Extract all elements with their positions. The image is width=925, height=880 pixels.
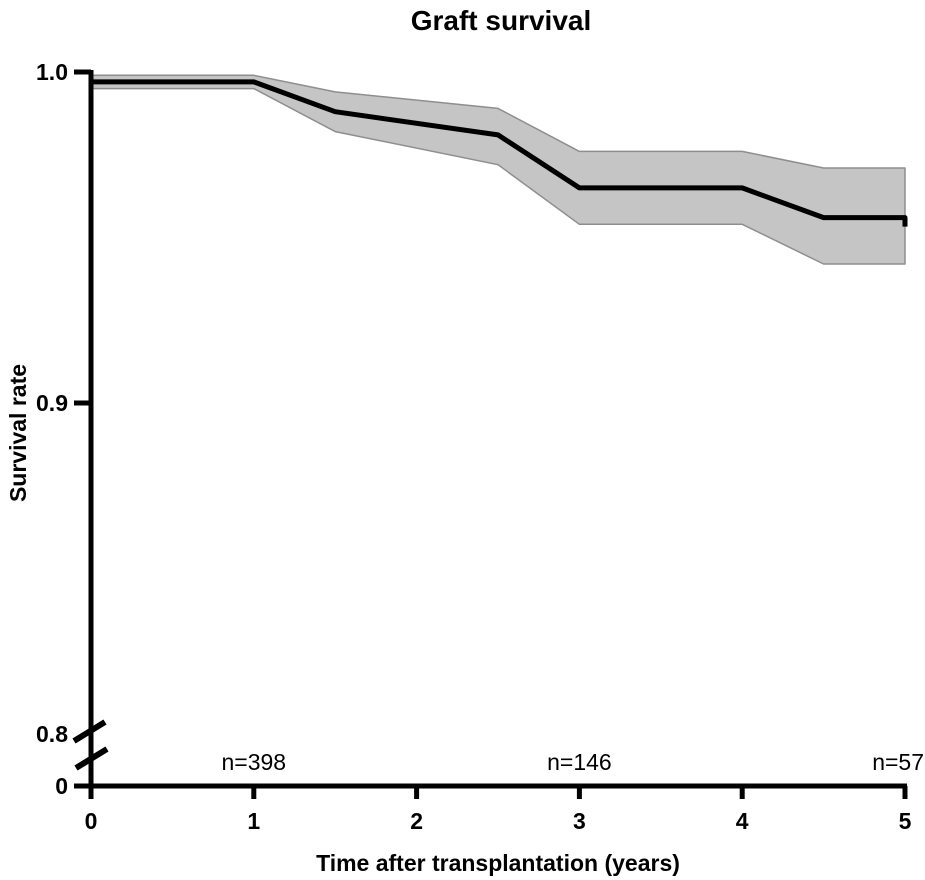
x-axis-ticks: 0 1 2 3 4 5 [85, 786, 912, 834]
y-axis-ticks: 1.0 0.9 0.8 0 [36, 59, 91, 799]
x-tick-label-0: 0 [85, 808, 98, 834]
confidence-interval-band [90, 74, 906, 265]
y-tick-label-0: 0 [55, 773, 68, 799]
at-risk-label-n-146: n=146 [547, 749, 612, 775]
axes [88, 70, 907, 799]
y-tick-label-1.0: 1.0 [36, 59, 68, 85]
numbers-at-risk: n=398 n=146 n=57 [221, 749, 924, 775]
x-tick-label-1: 1 [247, 808, 260, 834]
y-tick-label-0.8: 0.8 [36, 721, 68, 747]
x-axis-title: Time after transplantation (years) [316, 850, 680, 876]
at-risk-label-n-57: n=57 [872, 749, 924, 775]
axis-break-slash-lower [74, 746, 109, 771]
x-tick-label-4: 4 [736, 808, 749, 834]
y-tick-label-0.9: 0.9 [36, 390, 68, 416]
x-tick-label-3: 3 [573, 808, 586, 834]
y-axis-title: Survival rate [5, 364, 31, 502]
survival-curve-line [91, 79, 908, 227]
axis-break-slash-upper [72, 719, 107, 744]
chart-title: Graft survival [411, 5, 592, 36]
x-tick-label-2: 2 [410, 808, 423, 834]
x-tick-label-5: 5 [899, 808, 912, 834]
at-risk-label-n-398: n=398 [221, 749, 286, 775]
y-axis-break-marks [72, 719, 109, 771]
